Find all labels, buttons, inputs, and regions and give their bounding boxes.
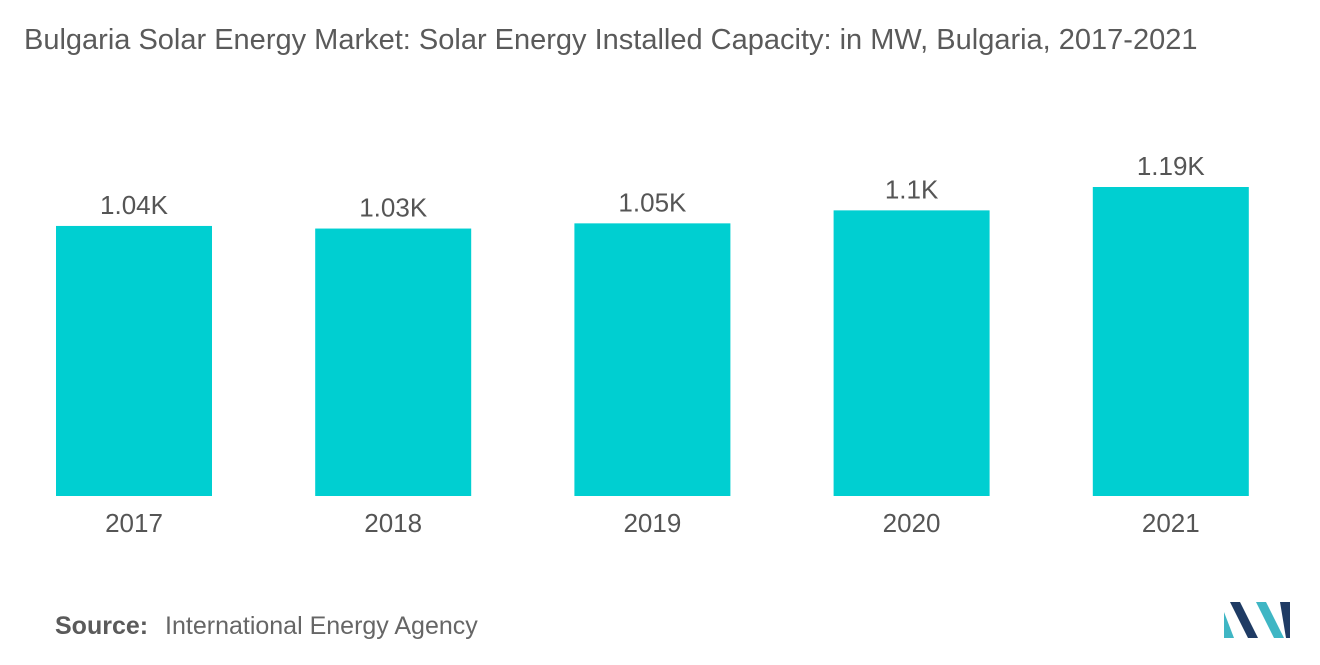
data-label-2019: 1.05K: [618, 187, 687, 217]
bar-2020: [833, 210, 990, 496]
logo-middle-stroke: [1230, 602, 1258, 638]
bar-2018: [315, 228, 472, 497]
data-label-2018: 1.03K: [359, 193, 428, 223]
x-tick-label-2017: 2017: [105, 508, 163, 538]
bar-2019: [574, 223, 731, 496]
x-tick-label-2021: 2021: [1142, 508, 1200, 538]
mordor-intelligence-logo-icon: [1224, 602, 1290, 638]
source-label: Source:: [55, 612, 149, 640]
data-label-2020: 1.1K: [885, 174, 939, 204]
chart-title: Bulgaria Solar Energy Market: Solar Ener…: [24, 24, 1198, 56]
data-label-2017: 1.04K: [100, 190, 169, 220]
bar-2017: [56, 225, 212, 496]
data-label-2021: 1.19K: [1137, 151, 1206, 181]
logo-right-bar: [1280, 602, 1290, 638]
bar-chart: 1.04K 2017 1.03K 2018 1.05K 2019 1.1K 2020 1.19K…: [56, 151, 1249, 538]
bar-2021: [1092, 187, 1249, 496]
x-tick-label-2020: 2020: [883, 508, 941, 538]
source-text: International Energy Agency: [165, 612, 478, 640]
x-tick-label-2019: 2019: [623, 508, 681, 538]
logo-right-stroke: [1256, 602, 1284, 638]
x-tick-label-2018: 2018: [364, 508, 422, 538]
source-line: Source: International Energy Agency: [55, 612, 478, 641]
logo-left-stroke: [1224, 612, 1234, 638]
